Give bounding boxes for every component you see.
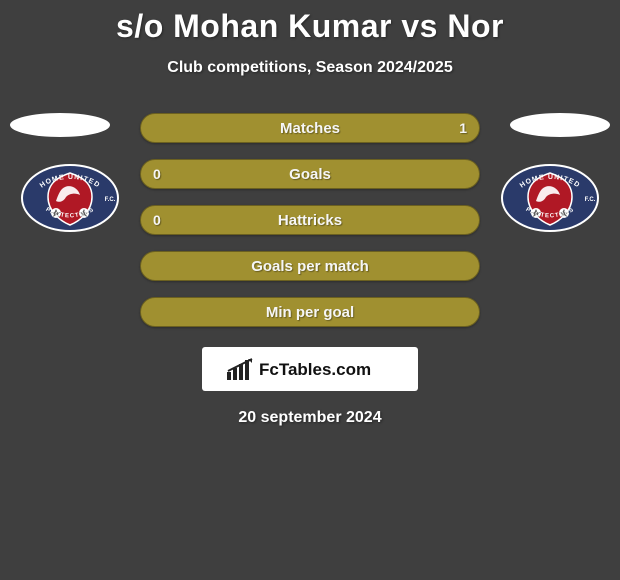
shield-icon: HOME UNITED PROTECTORS F.C. bbox=[20, 163, 120, 233]
club-badge-right: HOME UNITED PROTECTORS F.C. bbox=[500, 163, 600, 233]
ellipse-icon bbox=[510, 113, 610, 137]
stat-label: Hattricks bbox=[278, 212, 342, 229]
stat-row-min-per-goal: Min per goal bbox=[140, 297, 480, 327]
shield-icon: HOME UNITED PROTECTORS F.C. bbox=[500, 163, 600, 233]
fctables-logo-icon: FcTables.com bbox=[225, 354, 395, 384]
stat-row-goals-per-match: Goals per match bbox=[140, 251, 480, 281]
stat-right-value: 1 bbox=[459, 120, 467, 136]
stat-row-goals: 0 Goals bbox=[140, 159, 480, 189]
page-title: s/o Mohan Kumar vs Nor bbox=[0, 0, 620, 45]
stats-area: HOME UNITED PROTECTORS F.C. HOME UNITED … bbox=[0, 113, 620, 427]
stat-label: Min per goal bbox=[266, 304, 354, 321]
stat-left-value: 0 bbox=[153, 166, 161, 182]
stat-row-hattricks: 0 Hattricks bbox=[140, 205, 480, 235]
svg-text:F.C.: F.C. bbox=[105, 197, 116, 203]
club-badge-left: HOME UNITED PROTECTORS F.C. bbox=[20, 163, 120, 233]
stat-left-value: 0 bbox=[153, 212, 161, 228]
branding-badge: FcTables.com bbox=[202, 347, 418, 391]
svg-text:FcTables.com: FcTables.com bbox=[259, 360, 371, 379]
subtitle: Club competitions, Season 2024/2025 bbox=[0, 59, 620, 77]
ellipse-icon bbox=[10, 113, 110, 137]
stat-label: Matches bbox=[280, 120, 340, 137]
date-text: 20 september 2024 bbox=[0, 409, 620, 427]
stat-row-matches: Matches 1 bbox=[140, 113, 480, 143]
stat-rows: Matches 1 0 Goals 0 Hattricks Goals per … bbox=[140, 113, 480, 327]
stat-label: Goals bbox=[289, 166, 331, 183]
svg-text:F.C.: F.C. bbox=[585, 197, 596, 203]
stat-label: Goals per match bbox=[251, 258, 369, 275]
